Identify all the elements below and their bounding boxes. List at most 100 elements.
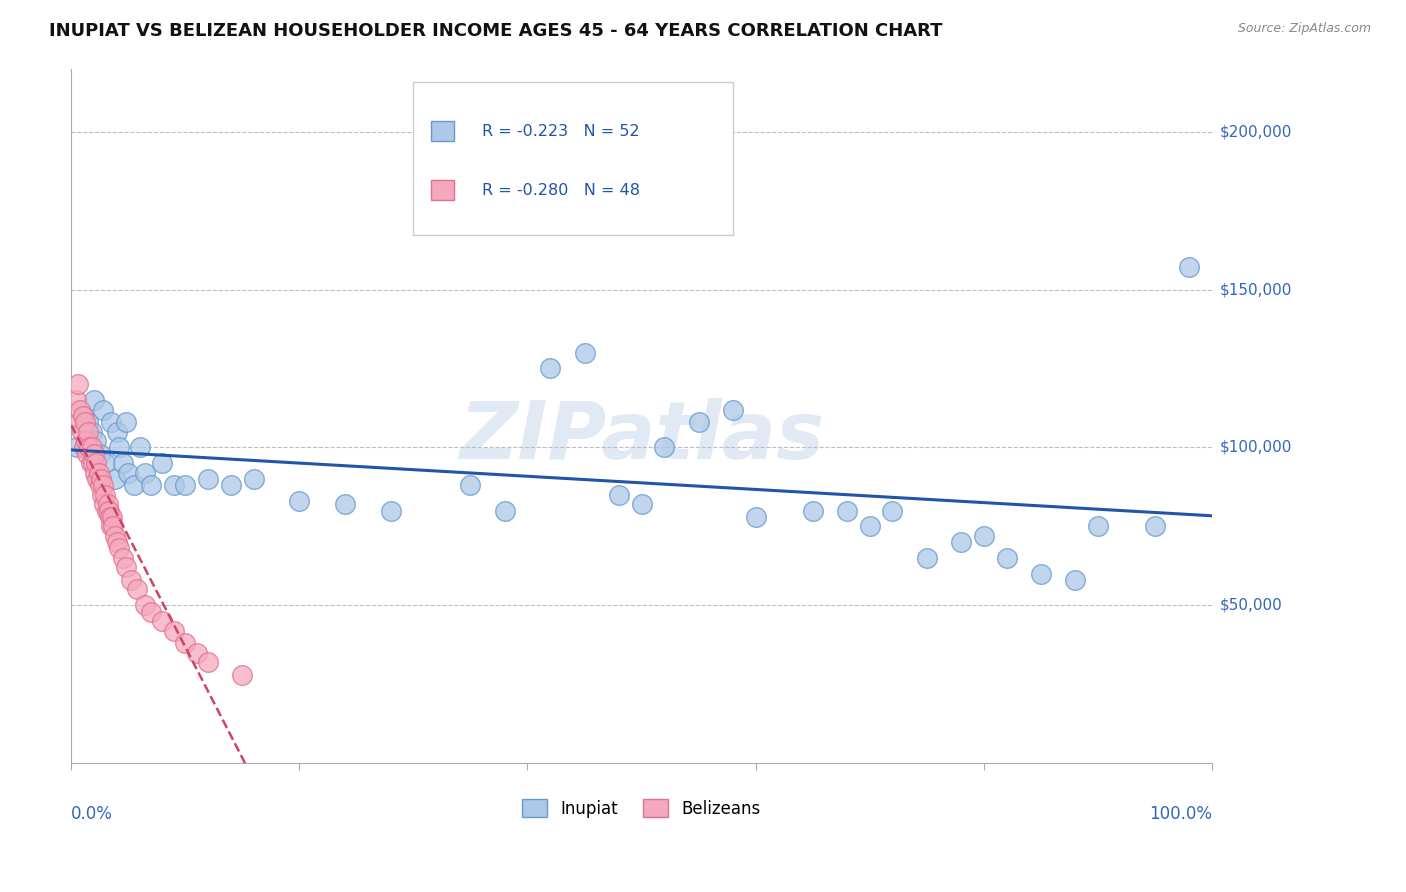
Point — [152, 456, 174, 470]
Point — [94, 456, 117, 470]
Point — [197, 472, 219, 486]
Point — [1178, 260, 1201, 275]
Point — [380, 503, 402, 517]
Point — [574, 345, 596, 359]
Point — [79, 441, 101, 455]
Point — [86, 434, 108, 448]
Point — [89, 447, 111, 461]
Point — [82, 456, 104, 470]
Point — [139, 605, 162, 619]
Point — [91, 402, 114, 417]
Point — [69, 402, 91, 417]
Point — [538, 361, 561, 376]
Point — [801, 503, 824, 517]
Point — [915, 550, 938, 565]
Point — [995, 550, 1018, 565]
Text: INUPIAT VS BELIZEAN HOUSEHOLDER INCOME AGES 45 - 64 YEARS CORRELATION CHART: INUPIAT VS BELIZEAN HOUSEHOLDER INCOME A… — [49, 22, 942, 40]
Point — [134, 466, 156, 480]
Point — [80, 425, 103, 439]
Point — [882, 503, 904, 517]
Point — [101, 509, 124, 524]
Text: 0.0%: 0.0% — [72, 805, 112, 822]
Point — [79, 456, 101, 470]
Point — [75, 434, 97, 448]
Point — [80, 441, 103, 455]
Text: $200,000: $200,000 — [1220, 124, 1292, 139]
Point — [242, 472, 264, 486]
Point — [84, 466, 107, 480]
Point — [76, 447, 98, 461]
Point — [949, 535, 972, 549]
Point — [460, 478, 482, 492]
Point — [859, 519, 882, 533]
Point — [66, 441, 89, 455]
Point — [835, 503, 858, 517]
Point — [83, 392, 105, 407]
Text: 100.0%: 100.0% — [1149, 805, 1212, 822]
Point — [89, 478, 111, 492]
Point — [174, 636, 197, 650]
Point — [120, 573, 142, 587]
Point — [67, 415, 90, 429]
Point — [97, 497, 120, 511]
Point — [73, 415, 96, 429]
Point — [96, 503, 118, 517]
Point — [105, 535, 128, 549]
Point — [163, 478, 186, 492]
Point — [139, 478, 162, 492]
FancyBboxPatch shape — [430, 179, 454, 201]
Text: R = -0.280   N = 48: R = -0.280 N = 48 — [482, 183, 640, 197]
Point — [111, 456, 134, 470]
Point — [72, 409, 94, 423]
Point — [122, 478, 145, 492]
Point — [108, 441, 131, 455]
Point — [91, 488, 114, 502]
Text: R = -0.223   N = 52: R = -0.223 N = 52 — [482, 123, 640, 138]
Point — [103, 529, 125, 543]
Point — [1143, 519, 1166, 533]
Point — [288, 494, 311, 508]
Text: Source: ZipAtlas.com: Source: ZipAtlas.com — [1237, 22, 1371, 36]
Point — [67, 377, 90, 392]
Point — [127, 582, 149, 597]
Point — [117, 466, 139, 480]
Text: ZIPatlas: ZIPatlas — [458, 398, 824, 475]
Point — [607, 488, 630, 502]
Point — [100, 519, 122, 533]
Point — [115, 415, 138, 429]
Point — [100, 415, 122, 429]
Point — [1029, 566, 1052, 581]
Point — [134, 599, 156, 613]
Point — [721, 402, 744, 417]
Point — [115, 560, 138, 574]
Point — [70, 425, 93, 439]
Point — [333, 497, 356, 511]
FancyBboxPatch shape — [430, 120, 454, 142]
Point — [1087, 519, 1109, 533]
Point — [103, 472, 125, 486]
Point — [174, 478, 197, 492]
Point — [77, 415, 100, 429]
Point — [163, 624, 186, 638]
Point — [231, 667, 253, 681]
Text: $100,000: $100,000 — [1220, 440, 1292, 455]
Point — [630, 497, 652, 511]
Point — [105, 425, 128, 439]
Point — [494, 503, 516, 517]
Point — [72, 409, 94, 423]
Point — [973, 529, 995, 543]
Point — [111, 550, 134, 565]
Point — [77, 425, 100, 439]
Point — [73, 441, 96, 455]
Point — [219, 478, 242, 492]
Point — [90, 472, 112, 486]
Point — [65, 392, 87, 407]
Text: $150,000: $150,000 — [1220, 282, 1292, 297]
Point — [103, 519, 125, 533]
Point — [128, 441, 150, 455]
Point — [688, 415, 710, 429]
Point — [744, 509, 766, 524]
Point — [86, 456, 108, 470]
Point — [186, 646, 208, 660]
Point — [197, 655, 219, 669]
